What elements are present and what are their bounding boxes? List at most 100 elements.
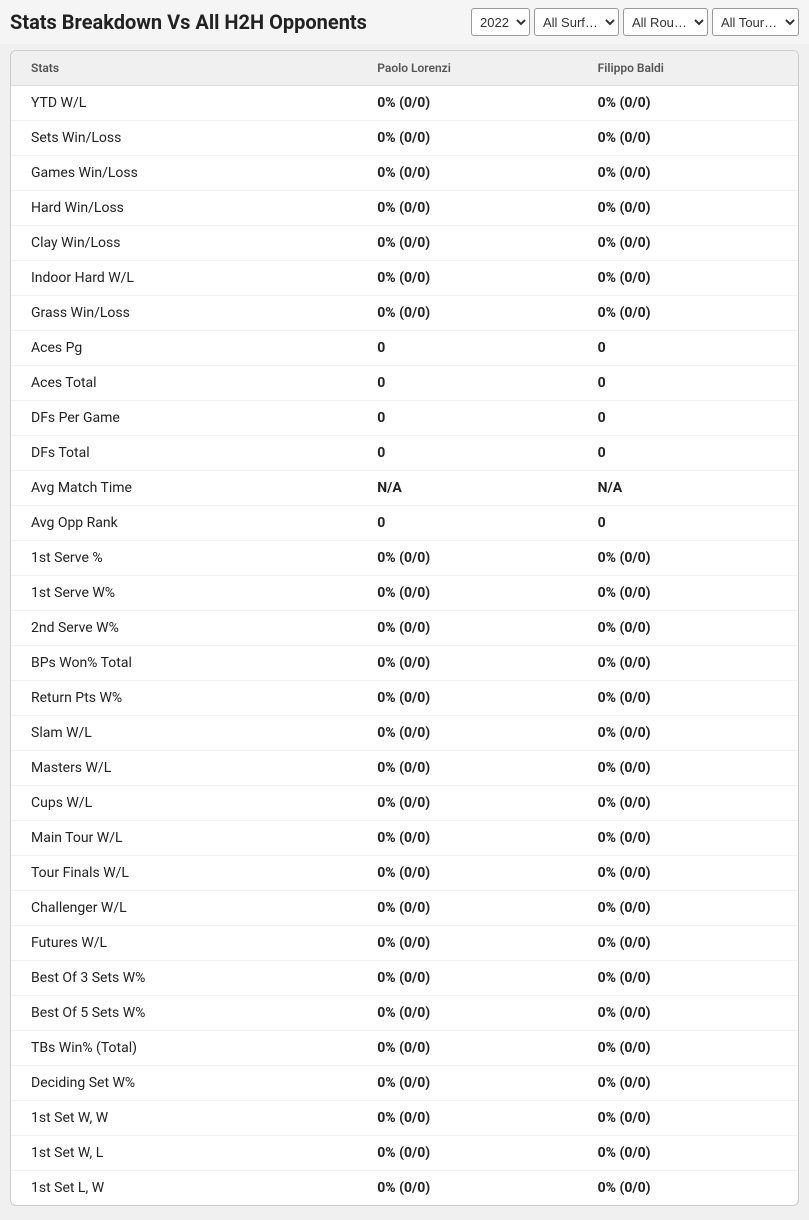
player1-value: 0% (0/0) bbox=[357, 821, 577, 856]
stat-label: Aces Pg bbox=[11, 331, 357, 366]
page-title: Stats Breakdown Vs All H2H Opponents bbox=[10, 10, 367, 34]
player1-value: 0% (0/0) bbox=[357, 1136, 577, 1171]
table-row: Hard Win/Loss0% (0/0)0% (0/0) bbox=[11, 191, 798, 226]
table-row: DFs Per Game00 bbox=[11, 401, 798, 436]
player2-value: 0% (0/0) bbox=[578, 611, 798, 646]
player1-value: 0% (0/0) bbox=[357, 751, 577, 786]
table-row: 1st Set W, L0% (0/0)0% (0/0) bbox=[11, 1136, 798, 1171]
column-header-stats: Stats bbox=[11, 51, 357, 86]
player2-value: 0% (0/0) bbox=[578, 751, 798, 786]
stat-label: DFs Total bbox=[11, 436, 357, 471]
player2-value: 0% (0/0) bbox=[578, 121, 798, 156]
player2-value: 0% (0/0) bbox=[578, 926, 798, 961]
table-row: Best Of 5 Sets W%0% (0/0)0% (0/0) bbox=[11, 996, 798, 1031]
player1-value: N/A bbox=[357, 471, 577, 506]
table-row: 1st Serve W%0% (0/0)0% (0/0) bbox=[11, 576, 798, 611]
table-row: Avg Opp Rank00 bbox=[11, 506, 798, 541]
player1-value: 0% (0/0) bbox=[357, 716, 577, 751]
player2-value: 0% (0/0) bbox=[578, 681, 798, 716]
stat-label: Return Pts W% bbox=[11, 681, 357, 716]
player1-value: 0 bbox=[357, 506, 577, 541]
player2-value: 0% (0/0) bbox=[578, 1066, 798, 1101]
table-row: Aces Total00 bbox=[11, 366, 798, 401]
stat-label: DFs Per Game bbox=[11, 401, 357, 436]
player2-value: 0% (0/0) bbox=[578, 191, 798, 226]
table-row: Challenger W/L0% (0/0)0% (0/0) bbox=[11, 891, 798, 926]
player1-value: 0 bbox=[357, 401, 577, 436]
player2-value: 0% (0/0) bbox=[578, 891, 798, 926]
table-row: Sets Win/Loss0% (0/0)0% (0/0) bbox=[11, 121, 798, 156]
stat-label: Challenger W/L bbox=[11, 891, 357, 926]
column-header-player1: Paolo Lorenzi bbox=[357, 51, 577, 86]
stat-label: Main Tour W/L bbox=[11, 821, 357, 856]
player1-value: 0% (0/0) bbox=[357, 996, 577, 1031]
player1-value: 0% (0/0) bbox=[357, 926, 577, 961]
stat-label: Games Win/Loss bbox=[11, 156, 357, 191]
table-row: Clay Win/Loss0% (0/0)0% (0/0) bbox=[11, 226, 798, 261]
player1-value: 0% (0/0) bbox=[357, 646, 577, 681]
stat-label: YTD W/L bbox=[11, 86, 357, 121]
table-row: Futures W/L0% (0/0)0% (0/0) bbox=[11, 926, 798, 961]
table-row: Avg Match TimeN/AN/A bbox=[11, 471, 798, 506]
player1-value: 0% (0/0) bbox=[357, 226, 577, 261]
player2-value: 0 bbox=[578, 401, 798, 436]
player2-value: 0% (0/0) bbox=[578, 1031, 798, 1066]
table-row: 2nd Serve W%0% (0/0)0% (0/0) bbox=[11, 611, 798, 646]
table-row: Main Tour W/L0% (0/0)0% (0/0) bbox=[11, 821, 798, 856]
player2-value: 0% (0/0) bbox=[578, 86, 798, 121]
player1-value: 0% (0/0) bbox=[357, 1066, 577, 1101]
player1-value: 0% (0/0) bbox=[357, 856, 577, 891]
player1-value: 0% (0/0) bbox=[357, 891, 577, 926]
table-header-row: Stats Paolo Lorenzi Filippo Baldi bbox=[11, 51, 798, 86]
player2-value: 0 bbox=[578, 506, 798, 541]
player1-value: 0% (0/0) bbox=[357, 1031, 577, 1066]
player2-value: 0 bbox=[578, 366, 798, 401]
table-row: 1st Set W, W0% (0/0)0% (0/0) bbox=[11, 1101, 798, 1136]
player1-value: 0% (0/0) bbox=[357, 1171, 577, 1206]
stat-label: 1st Set W, L bbox=[11, 1136, 357, 1171]
stat-label: Cups W/L bbox=[11, 786, 357, 821]
player2-value: N/A bbox=[578, 471, 798, 506]
stat-label: Avg Match Time bbox=[11, 471, 357, 506]
stat-label: Tour Finals W/L bbox=[11, 856, 357, 891]
surface-select[interactable]: All Surf… bbox=[534, 8, 619, 36]
player2-value: 0% (0/0) bbox=[578, 541, 798, 576]
player1-value: 0% (0/0) bbox=[357, 541, 577, 576]
stat-label: Deciding Set W% bbox=[11, 1066, 357, 1101]
player1-value: 0% (0/0) bbox=[357, 1101, 577, 1136]
stat-label: 1st Set L, W bbox=[11, 1171, 357, 1206]
stat-label: Avg Opp Rank bbox=[11, 506, 357, 541]
table-row: TBs Win% (Total)0% (0/0)0% (0/0) bbox=[11, 1031, 798, 1066]
player2-value: 0% (0/0) bbox=[578, 296, 798, 331]
stat-label: Futures W/L bbox=[11, 926, 357, 961]
player1-value: 0% (0/0) bbox=[357, 296, 577, 331]
table-row: Masters W/L0% (0/0)0% (0/0) bbox=[11, 751, 798, 786]
player1-value: 0% (0/0) bbox=[357, 961, 577, 996]
player2-value: 0% (0/0) bbox=[578, 821, 798, 856]
player1-value: 0% (0/0) bbox=[357, 681, 577, 716]
stats-table-container: Stats Paolo Lorenzi Filippo Baldi YTD W/… bbox=[10, 50, 799, 1206]
stat-label: 1st Serve % bbox=[11, 541, 357, 576]
player2-value: 0 bbox=[578, 436, 798, 471]
stat-label: Indoor Hard W/L bbox=[11, 261, 357, 296]
round-select[interactable]: All Rou… bbox=[623, 8, 708, 36]
table-row: Return Pts W%0% (0/0)0% (0/0) bbox=[11, 681, 798, 716]
player1-value: 0% (0/0) bbox=[357, 576, 577, 611]
stat-label: Best Of 5 Sets W% bbox=[11, 996, 357, 1031]
player2-value: 0% (0/0) bbox=[578, 576, 798, 611]
player2-value: 0% (0/0) bbox=[578, 996, 798, 1031]
player1-value: 0% (0/0) bbox=[357, 261, 577, 296]
stat-label: 2nd Serve W% bbox=[11, 611, 357, 646]
player1-value: 0% (0/0) bbox=[357, 191, 577, 226]
player1-value: 0 bbox=[357, 366, 577, 401]
tour-select[interactable]: All Tour… bbox=[712, 8, 799, 36]
column-header-player2: Filippo Baldi bbox=[578, 51, 798, 86]
player1-value: 0% (0/0) bbox=[357, 121, 577, 156]
player1-value: 0% (0/0) bbox=[357, 786, 577, 821]
player2-value: 0% (0/0) bbox=[578, 646, 798, 681]
table-row: YTD W/L0% (0/0)0% (0/0) bbox=[11, 86, 798, 121]
stat-label: Hard Win/Loss bbox=[11, 191, 357, 226]
player2-value: 0% (0/0) bbox=[578, 1171, 798, 1206]
year-select[interactable]: 2022 bbox=[471, 8, 530, 36]
player2-value: 0% (0/0) bbox=[578, 856, 798, 891]
